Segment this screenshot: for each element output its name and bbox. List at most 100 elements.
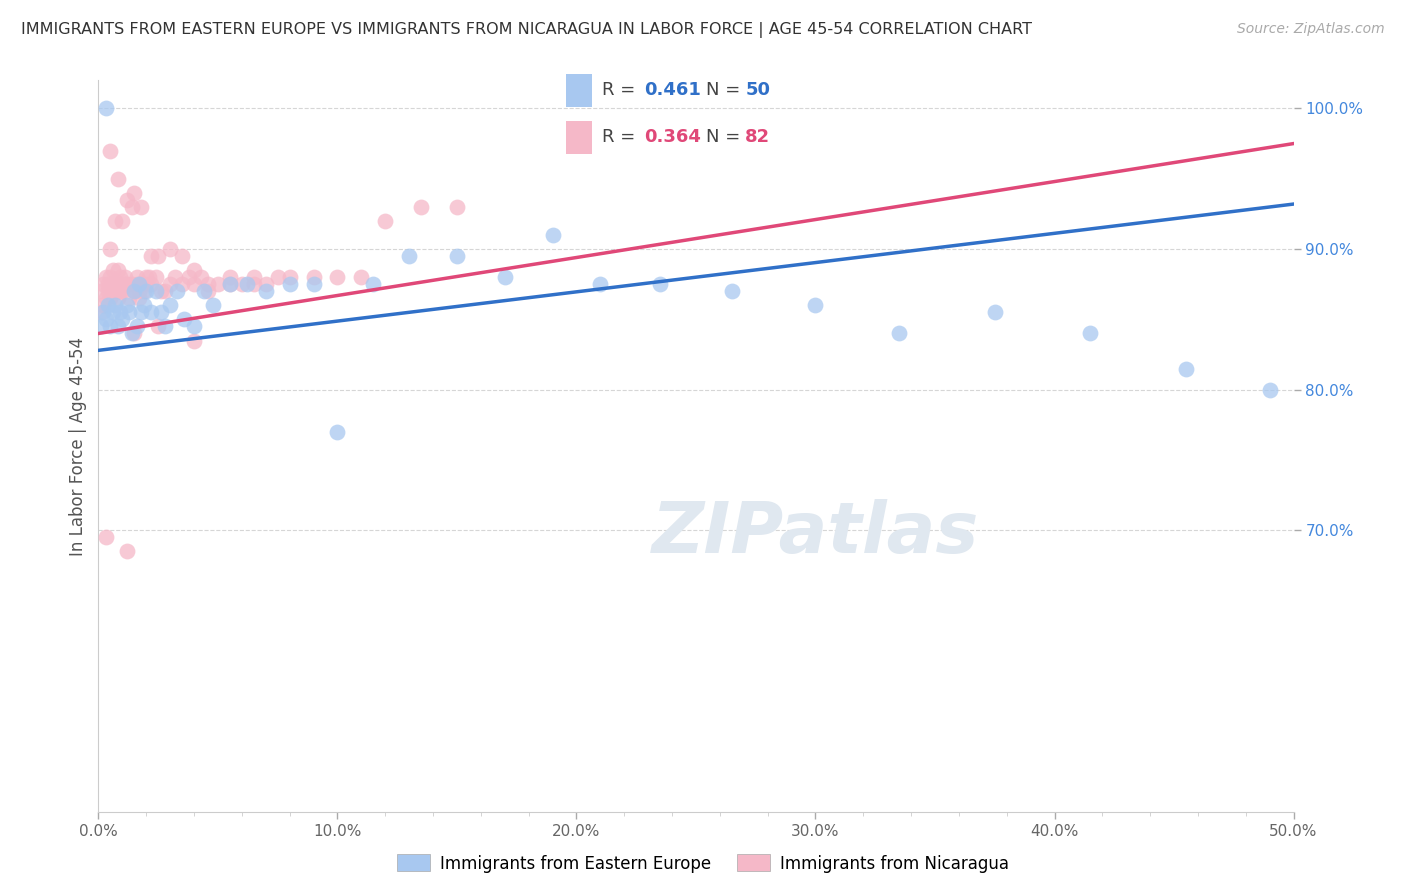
Point	[541, 227, 564, 242]
Point	[111, 277, 134, 292]
Point	[104, 277, 127, 292]
Point	[494, 270, 516, 285]
Point	[219, 277, 242, 292]
Point	[125, 277, 148, 292]
Text: 82: 82	[745, 128, 770, 146]
Point	[173, 312, 195, 326]
Point	[984, 305, 1007, 319]
Point	[190, 270, 212, 285]
Y-axis label: In Labor Force | Age 45-54: In Labor Force | Age 45-54	[69, 336, 87, 556]
Point	[94, 291, 117, 305]
Point	[132, 285, 155, 299]
Point	[197, 277, 219, 292]
Point	[139, 277, 162, 292]
Point	[155, 285, 177, 299]
Point	[111, 214, 134, 228]
Point	[145, 285, 167, 299]
Point	[94, 530, 117, 544]
Point	[302, 270, 325, 285]
Point	[97, 285, 120, 299]
Point	[446, 200, 468, 214]
Point	[139, 249, 162, 263]
Point	[648, 277, 672, 292]
Point	[111, 285, 134, 299]
Point	[183, 263, 205, 277]
Text: IMMIGRANTS FROM EASTERN EUROPE VS IMMIGRANTS FROM NICARAGUA IN LABOR FORCE | AGE: IMMIGRANTS FROM EASTERN EUROPE VS IMMIGR…	[21, 22, 1032, 38]
Text: R =: R =	[602, 81, 641, 99]
Point	[118, 305, 141, 319]
Point	[128, 277, 150, 292]
Point	[1080, 326, 1102, 341]
Point	[90, 285, 112, 299]
Point	[91, 298, 114, 312]
Point	[114, 277, 136, 292]
Point	[97, 277, 120, 292]
Point	[121, 277, 143, 292]
Point	[111, 312, 134, 326]
Point	[90, 305, 112, 319]
Point	[107, 263, 129, 277]
Point	[159, 277, 181, 292]
Point	[148, 319, 170, 334]
Point	[115, 544, 138, 558]
Point	[231, 277, 253, 292]
Point	[219, 270, 242, 285]
Point	[159, 298, 181, 312]
Point	[98, 242, 122, 256]
Text: 50: 50	[745, 81, 770, 99]
Point	[183, 319, 205, 334]
Point	[118, 291, 141, 305]
Point	[278, 270, 301, 285]
Point	[1175, 361, 1198, 376]
Point	[107, 285, 129, 299]
Point	[132, 298, 155, 312]
Point	[374, 214, 396, 228]
Point	[121, 326, 143, 341]
Point	[135, 270, 157, 285]
Point	[172, 249, 194, 263]
Point	[94, 312, 117, 326]
Legend: Immigrants from Eastern Europe, Immigrants from Nicaragua: Immigrants from Eastern Europe, Immigran…	[391, 847, 1015, 880]
Point	[101, 277, 124, 292]
Point	[131, 305, 153, 319]
Point	[350, 270, 373, 285]
Point	[131, 277, 153, 292]
Point	[193, 285, 215, 299]
Point	[108, 285, 131, 299]
Point	[139, 305, 162, 319]
Point	[107, 171, 129, 186]
Point	[121, 200, 143, 214]
Point	[131, 200, 153, 214]
Point	[115, 298, 138, 312]
Point	[90, 319, 112, 334]
Point	[125, 270, 148, 285]
Text: Source: ZipAtlas.com: Source: ZipAtlas.com	[1237, 22, 1385, 37]
Point	[411, 200, 433, 214]
Bar	[565, 121, 592, 153]
Text: 0.461: 0.461	[644, 81, 700, 99]
Text: N =: N =	[706, 81, 747, 99]
Point	[148, 249, 170, 263]
Point	[202, 298, 225, 312]
Text: 0.364: 0.364	[644, 128, 700, 146]
Bar	[565, 74, 592, 106]
Point	[108, 305, 131, 319]
Point	[889, 326, 911, 341]
Point	[589, 277, 612, 292]
Point	[172, 277, 194, 292]
Point	[183, 277, 205, 292]
Point	[125, 319, 148, 334]
Point	[159, 242, 181, 256]
Point	[91, 305, 114, 319]
Point	[267, 270, 290, 285]
Point	[128, 285, 150, 299]
Point	[135, 277, 157, 292]
Point	[115, 277, 138, 292]
Point	[278, 277, 301, 292]
Point	[104, 298, 127, 312]
Point	[107, 291, 129, 305]
Point	[101, 305, 124, 319]
Point	[197, 285, 219, 299]
Point	[135, 285, 157, 299]
Point	[94, 270, 117, 285]
